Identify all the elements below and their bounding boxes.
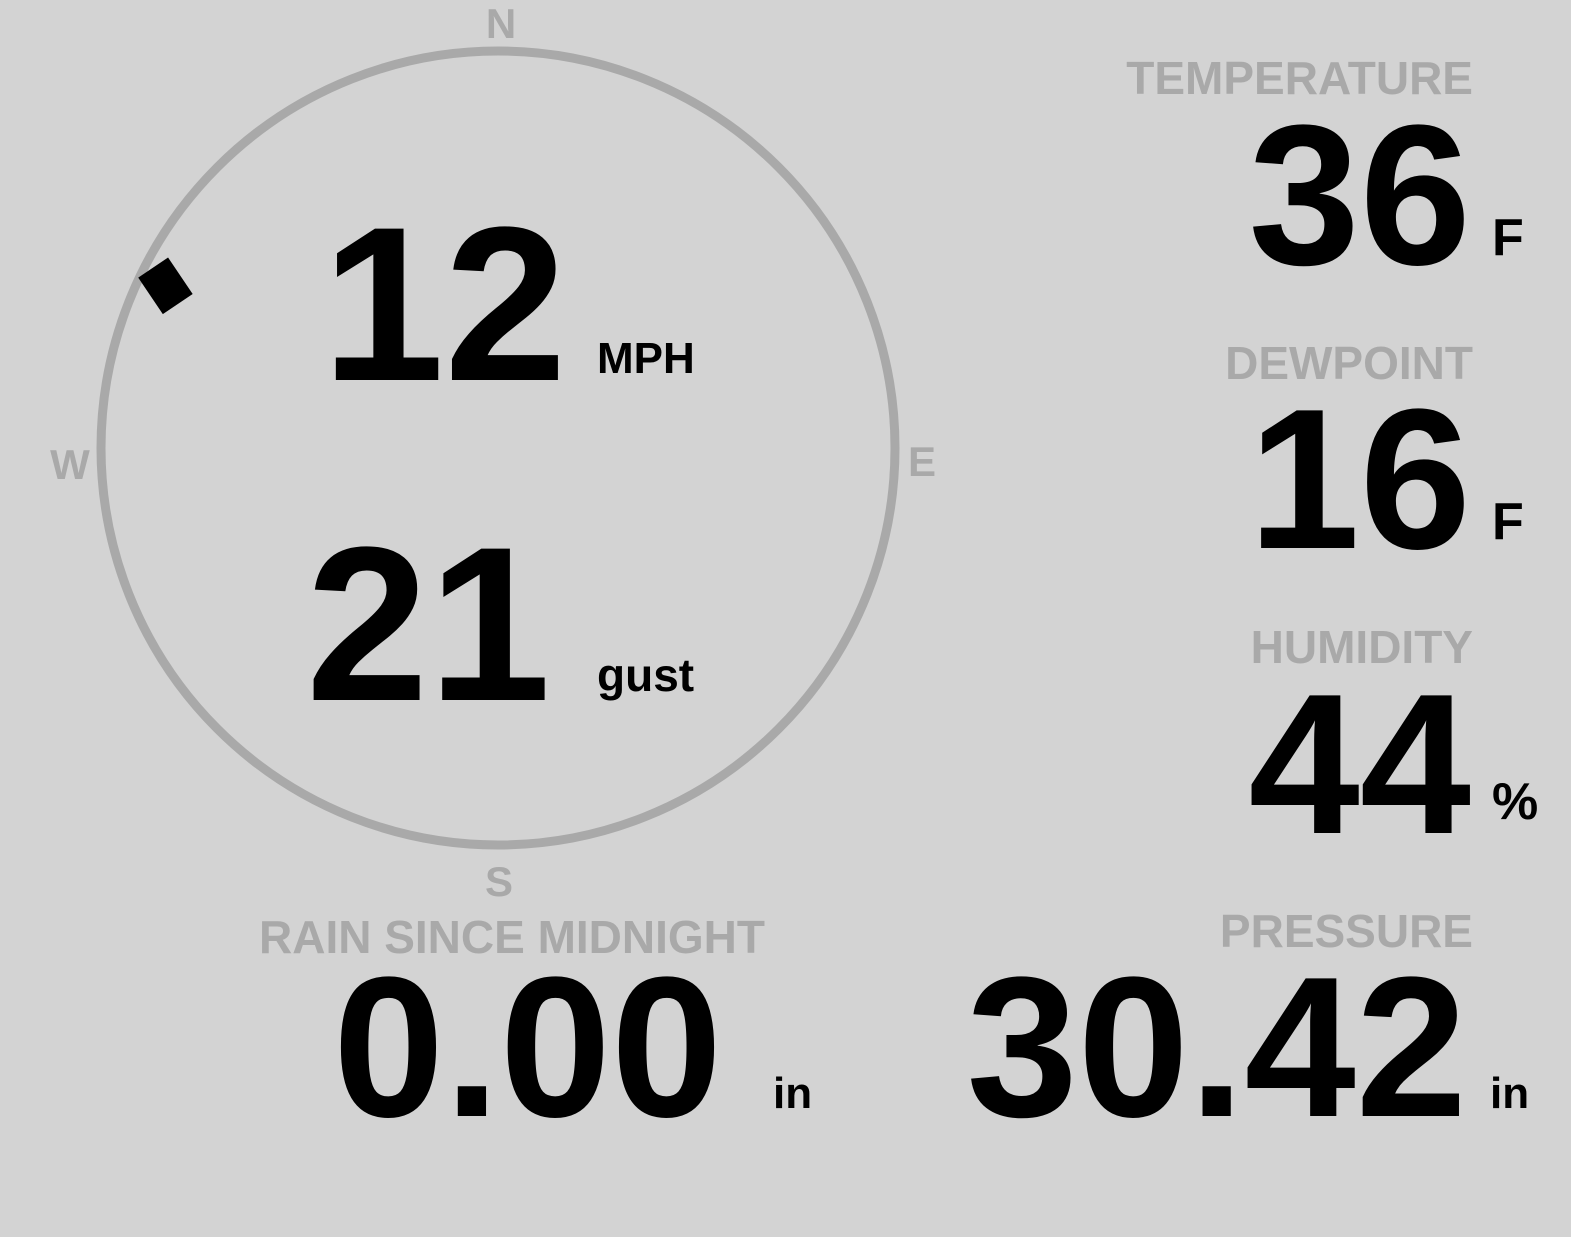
rain-unit: in (773, 1069, 813, 1118)
rain-label: RAIN SINCE MIDNIGHT (259, 911, 765, 963)
humidity-unit: % (1492, 773, 1539, 831)
wind-direction-marker (138, 257, 193, 315)
pressure-unit: in (1490, 1069, 1530, 1118)
dewpoint-unit: F (1492, 493, 1524, 551)
pressure-value: 30.42 (966, 936, 1468, 1159)
wind-gust-value: 21 (306, 501, 551, 747)
wind-gust-unit: gust (597, 649, 695, 701)
temperature-label: TEMPERATURE (1126, 52, 1473, 104)
wind-speed-unit: MPH (597, 334, 695, 383)
wind-speed-value: 12 (322, 181, 567, 427)
compass-east-label: E (907, 438, 937, 485)
rain-value: 0.00 (333, 936, 723, 1159)
dewpoint-value: 16 (1248, 368, 1471, 591)
compass-west-label: W (50, 441, 90, 488)
humidity-value: 44 (1248, 653, 1471, 876)
temperature-unit: F (1492, 209, 1524, 267)
pressure-label: PRESSURE (1219, 905, 1473, 957)
compass-south-label: S (484, 858, 514, 905)
dewpoint-label: DEWPOINT (1225, 337, 1473, 389)
compass-north-label: N (485, 0, 517, 47)
temperature-value: 36 (1248, 84, 1471, 307)
humidity-label: HUMIDITY (1250, 621, 1473, 673)
compass-ring (96, 46, 900, 850)
